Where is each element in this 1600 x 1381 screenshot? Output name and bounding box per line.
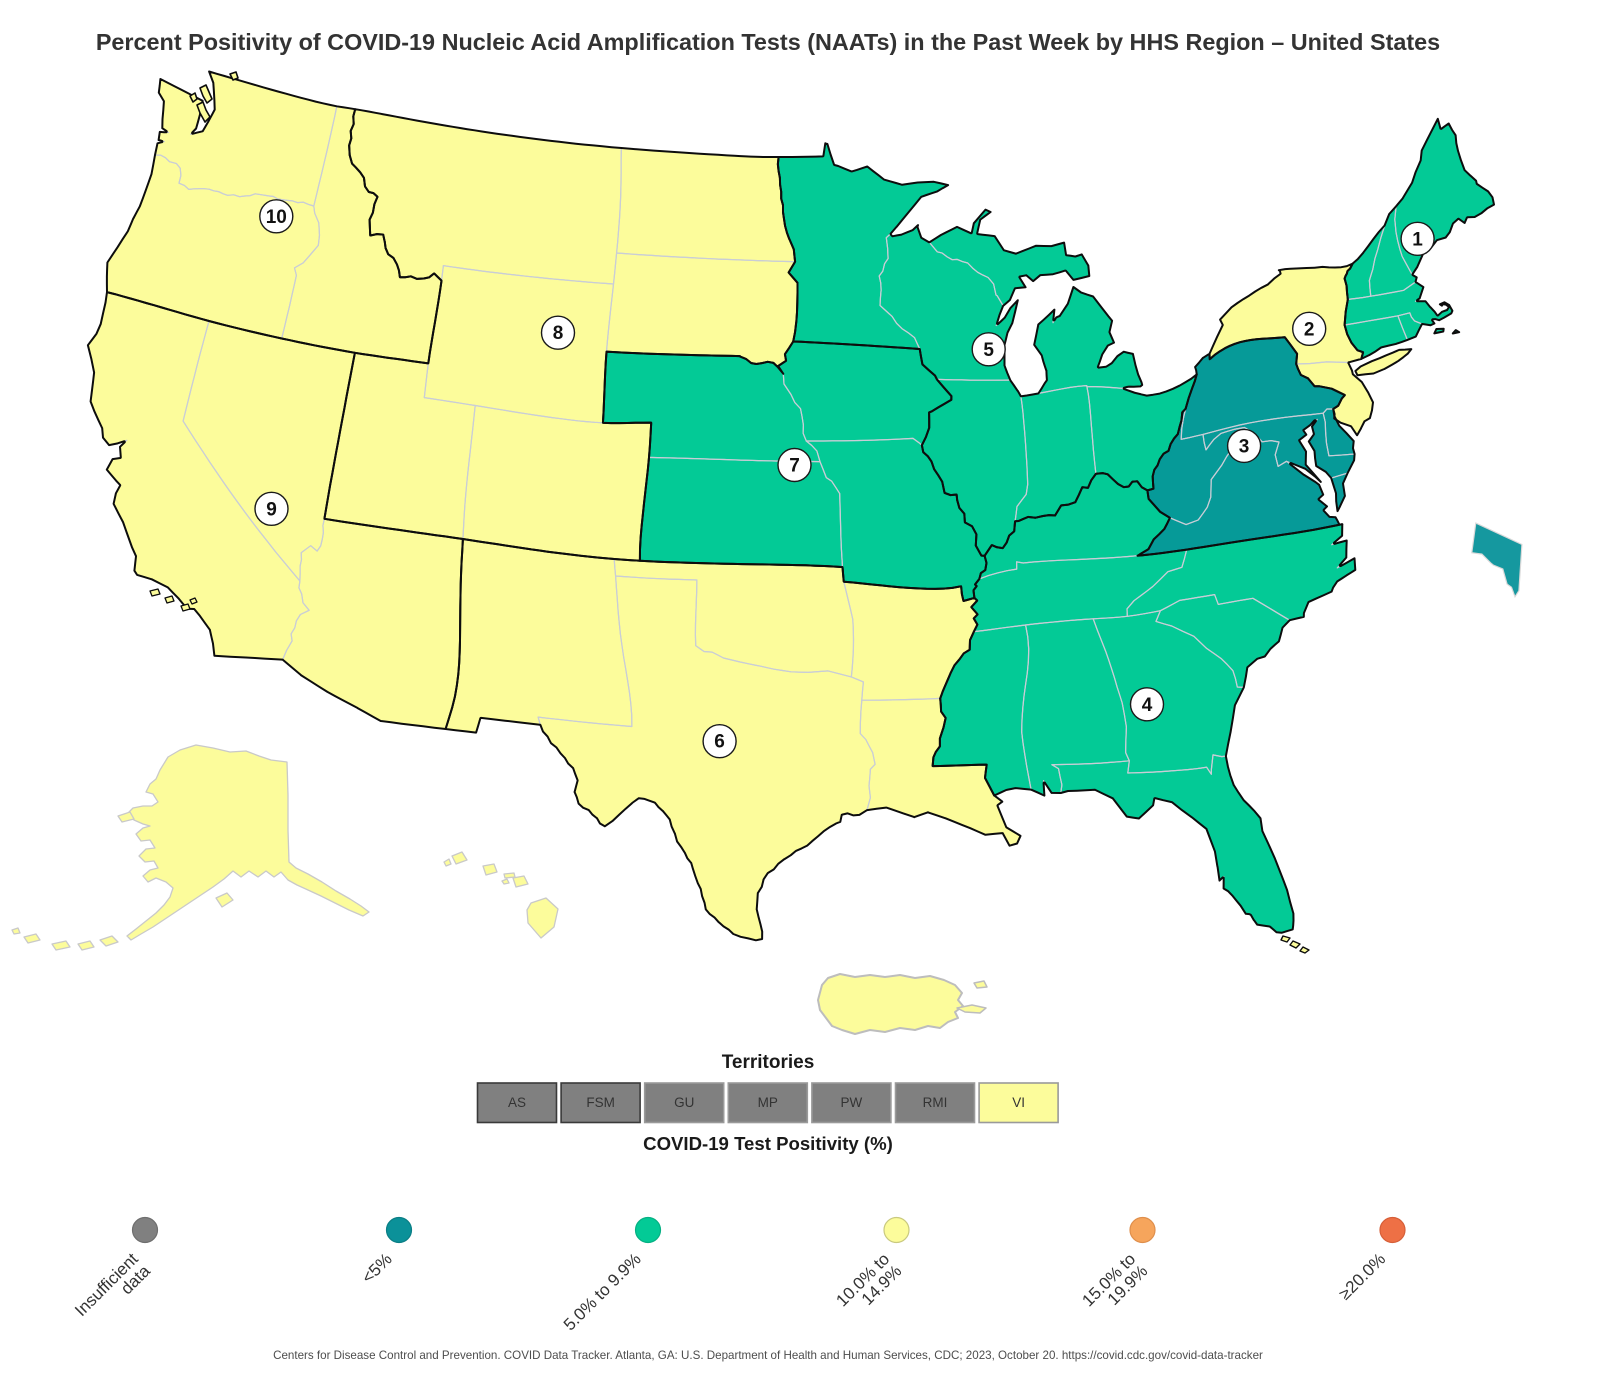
svg-text:MP: MP — [758, 1095, 778, 1110]
svg-text:6: 6 — [714, 732, 725, 753]
svg-text:COVID-19 Test Positivity (%): COVID-19 Test Positivity (%) — [643, 1133, 893, 1154]
svg-text:1: 1 — [1412, 229, 1423, 250]
svg-text:4: 4 — [1142, 695, 1153, 716]
svg-text:RMI: RMI — [923, 1095, 948, 1110]
svg-text:10: 10 — [266, 207, 287, 228]
svg-text:Centers for Disease Control an: Centers for Disease Control and Preventi… — [273, 1349, 1263, 1362]
svg-text:5: 5 — [983, 340, 994, 361]
svg-text:VI: VI — [1012, 1095, 1025, 1110]
svg-text:7: 7 — [789, 456, 800, 477]
svg-text:GU: GU — [674, 1095, 694, 1110]
svg-text:2: 2 — [1304, 319, 1315, 340]
svg-text:PW: PW — [841, 1095, 863, 1110]
svg-text:8: 8 — [553, 323, 564, 344]
svg-text:Territories: Territories — [722, 1052, 815, 1073]
svg-text:9: 9 — [266, 499, 277, 520]
svg-text:FSM: FSM — [586, 1095, 615, 1110]
svg-text:3: 3 — [1239, 436, 1250, 457]
svg-text:Percent Positivity of COVID-19: Percent Positivity of COVID-19 Nucleic A… — [96, 29, 1440, 55]
svg-text:AS: AS — [508, 1095, 526, 1110]
